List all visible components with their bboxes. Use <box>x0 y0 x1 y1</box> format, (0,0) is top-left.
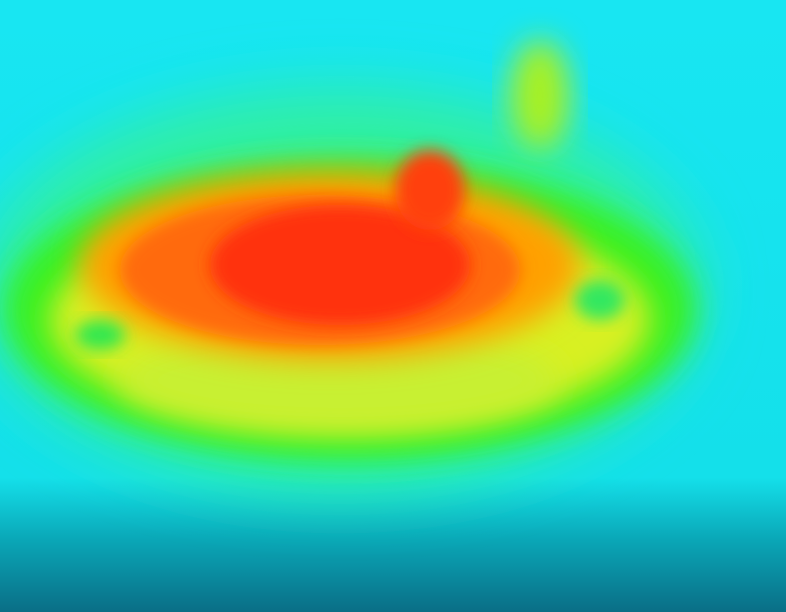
cool-spot <box>575 280 625 320</box>
cool-spot <box>75 320 125 350</box>
food-peak <box>395 150 465 230</box>
handle <box>510 40 570 150</box>
pan-front <box>120 330 560 430</box>
food-hot <box>210 205 470 325</box>
